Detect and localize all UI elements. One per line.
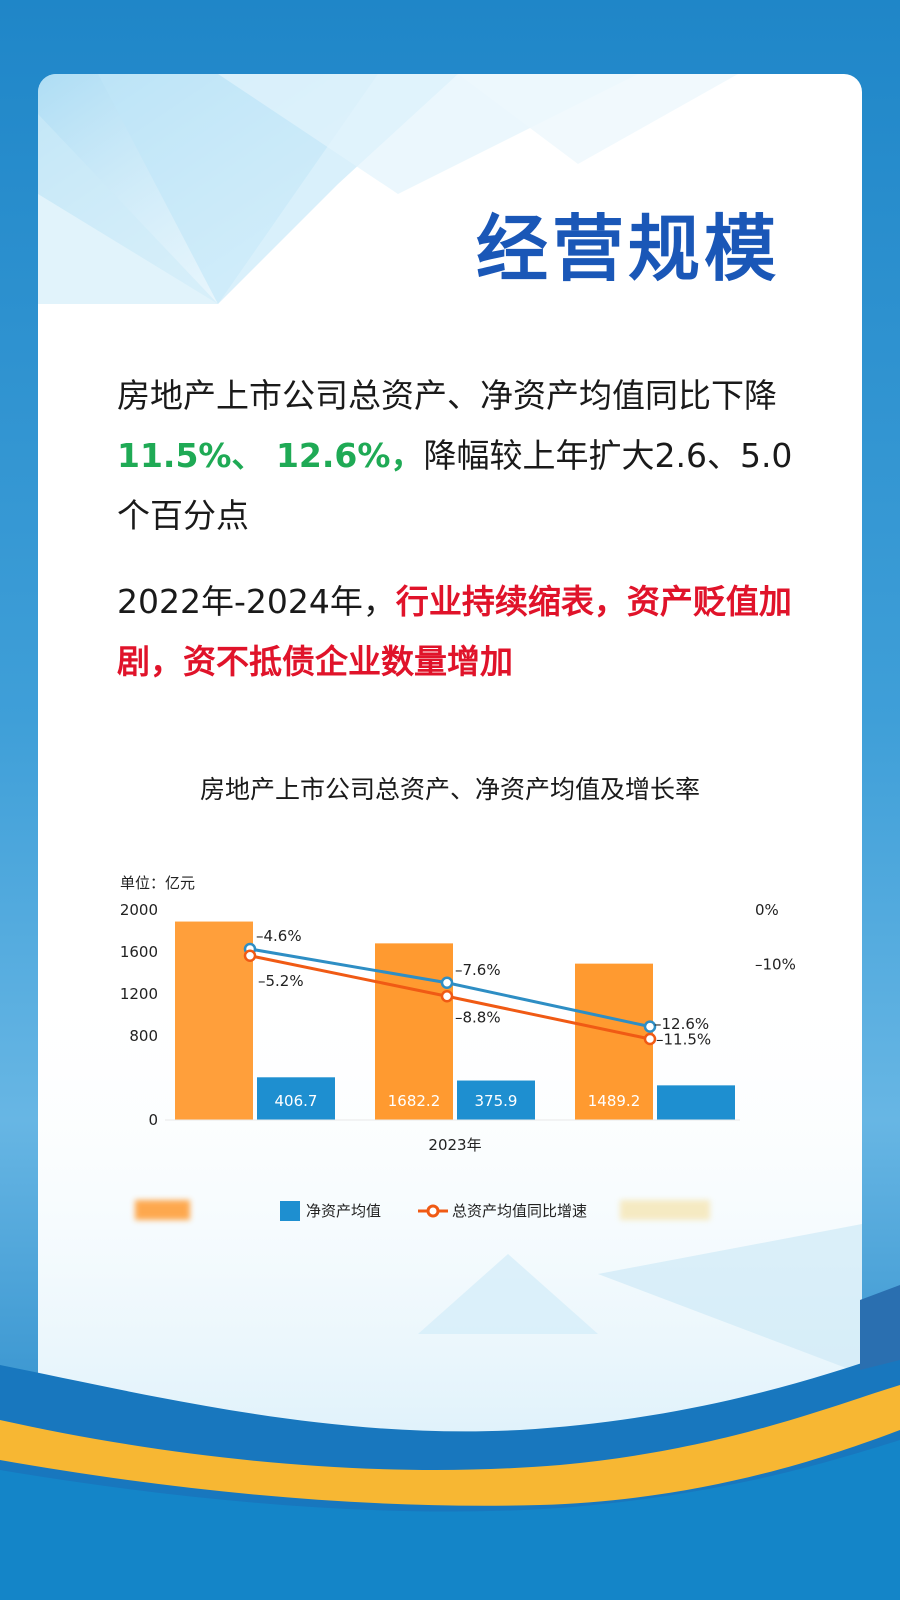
summary-paragraph: 房地产上市公司总资产、净资产均值同比下降 11.5%、 12.6%，降幅较上年扩大… bbox=[117, 366, 817, 546]
line-value-label: –4.6% bbox=[256, 927, 302, 945]
line-value-label: –7.6% bbox=[455, 961, 501, 979]
period-text: 2022年-2024年， bbox=[117, 582, 396, 621]
total-assets-bar bbox=[575, 963, 653, 1120]
total-growth-line-point bbox=[243, 949, 257, 962]
net-growth-line-point bbox=[440, 976, 454, 989]
legend-item-net-growth bbox=[620, 1200, 716, 1220]
x-tick-label: 2023年 bbox=[428, 1136, 481, 1154]
total-assets-bar bbox=[175, 921, 253, 1120]
legend-label: 净资产均值 bbox=[306, 1202, 382, 1220]
y-tick-label: 2000 bbox=[120, 901, 158, 919]
y-tick-label: 0 bbox=[148, 1111, 158, 1129]
chart-legend: 净资产均值 总资产均值同比增速 bbox=[0, 1200, 900, 1230]
legend-label: 总资产均值同比增速 bbox=[452, 1202, 588, 1220]
line-value-label: –5.2% bbox=[258, 972, 304, 990]
legend-swatch-blue bbox=[280, 1200, 300, 1221]
y-axis-unit: 单位：亿元 bbox=[120, 874, 195, 892]
bar-value-label: 406.7 bbox=[275, 1092, 318, 1110]
line-value-label: –12.6% bbox=[654, 1015, 709, 1033]
page-title: 经营规模 bbox=[475, 207, 780, 291]
line-value-label: –8.8% bbox=[455, 1008, 501, 1026]
total-growth-line-point bbox=[440, 990, 454, 1003]
y-tick-label: 1200 bbox=[120, 985, 158, 1003]
legend-item-net-assets: 净资产均值 bbox=[280, 1200, 381, 1221]
decline-percent: 11.5%、 12.6%， bbox=[117, 436, 424, 475]
net-assets-bar bbox=[657, 1085, 735, 1120]
bar-value-label: 1682.2 bbox=[388, 1092, 441, 1110]
bar-value-label: 1489.2 bbox=[588, 1092, 641, 1110]
legend-swatch-faded bbox=[620, 1200, 710, 1220]
y2-tick-label: 0% bbox=[755, 901, 779, 919]
y-tick-label: 1600 bbox=[120, 943, 158, 961]
net-assets-bar bbox=[257, 1077, 335, 1120]
y-tick-label: 800 bbox=[129, 1027, 158, 1045]
summary-text: 房地产上市公司总资产、净资产均值同比下降 bbox=[117, 376, 777, 415]
net-assets-bar bbox=[457, 1080, 535, 1120]
bar-value-label: 375.9 bbox=[475, 1092, 518, 1110]
trend-paragraph: 2022年-2024年，行业持续缩表，资产贬值加剧，资不抵债企业数量增加 bbox=[117, 572, 817, 692]
summary-text-2: 降幅较上年扩大2.6、5.0个百分点 bbox=[117, 436, 793, 535]
y2-tick-label: –10% bbox=[755, 956, 796, 974]
legend-line-swatch bbox=[418, 1204, 448, 1217]
legend-swatch-orange bbox=[135, 1200, 190, 1220]
net-growth-line-point bbox=[643, 1020, 657, 1033]
highlight-text: 行业持续缩表，资产贬值加剧，资不抵债企业数量增加 bbox=[117, 582, 792, 681]
line-value-label: –11.5% bbox=[656, 1031, 711, 1049]
legend-item-growth: 总资产均值同比增速 bbox=[418, 1200, 587, 1221]
legend-item-total-assets bbox=[135, 1200, 196, 1220]
total-growth-line-point bbox=[643, 1032, 657, 1046]
chart-title: 房地产上市公司总资产、净资产均值及增长率 bbox=[199, 775, 700, 804]
